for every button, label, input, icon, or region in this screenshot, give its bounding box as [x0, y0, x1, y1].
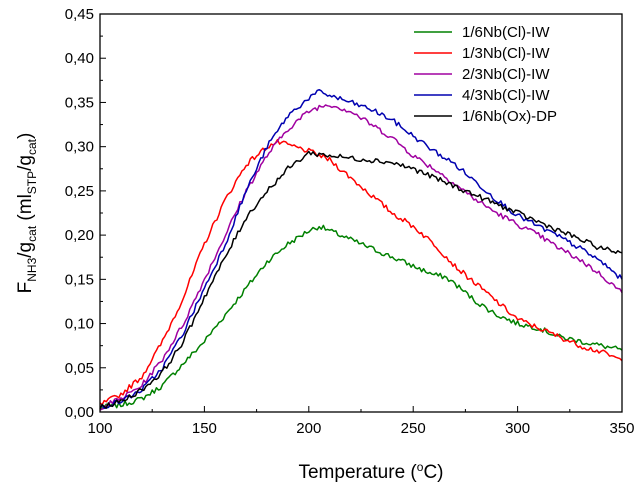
- x-tick-label: 100: [87, 420, 112, 437]
- y-tick-label: 0,45: [65, 6, 94, 23]
- series-line-0: [99, 224, 623, 410]
- x-axis-title: Temperature (oC): [298, 460, 443, 483]
- y-tick-label: 0,25: [65, 183, 94, 200]
- legend: 1/6Nb(Cl)-IW 1/3Nb(Cl)-IW 2/3Nb(Cl)-IW 4/3N…: [414, 24, 557, 125]
- y-tick-label: 0,00: [65, 404, 94, 421]
- y-tick-label: 0,30: [65, 139, 94, 156]
- y-tick-label: 0,35: [65, 94, 94, 111]
- y-tick-label: 0,40: [65, 50, 94, 67]
- legend-label: 1/6Nb(Ox)-DP: [462, 108, 557, 125]
- legend-label: 1/6Nb(Cl)-IW: [462, 24, 550, 41]
- y-axis-title: FNH3/gcat (mlSTP/gcat): [15, 133, 39, 294]
- x-tick-label: 200: [296, 420, 321, 437]
- series-line-3: [99, 88, 623, 409]
- x-tick-label: 300: [505, 420, 530, 437]
- x-tick-label: 250: [401, 420, 426, 437]
- x-axis-title-sup: o: [417, 460, 424, 474]
- y-tick-label: 0,10: [65, 316, 94, 333]
- legend-label: 1/3Nb(Cl)-IW: [462, 45, 550, 62]
- x-tick-label: 350: [609, 420, 634, 437]
- series-layer: [99, 88, 623, 411]
- series-line-2: [99, 104, 623, 411]
- y-tick-label: 0,20: [65, 227, 94, 244]
- tick-layer: 100 150 200 250 300 350 0,00 0,05 0,10 0,15 0,20 0,…: [65, 6, 635, 437]
- series-line-4: [99, 150, 623, 410]
- y-tick-label: 0,15: [65, 271, 94, 288]
- series-line-1: [99, 138, 623, 406]
- legend-label: 2/3Nb(Cl)-IW: [462, 66, 550, 83]
- x-tick-label: 150: [192, 420, 217, 437]
- legend-label: 4/3Nb(Cl)-IW: [462, 87, 550, 104]
- y-tick-label: 0,05: [65, 360, 94, 377]
